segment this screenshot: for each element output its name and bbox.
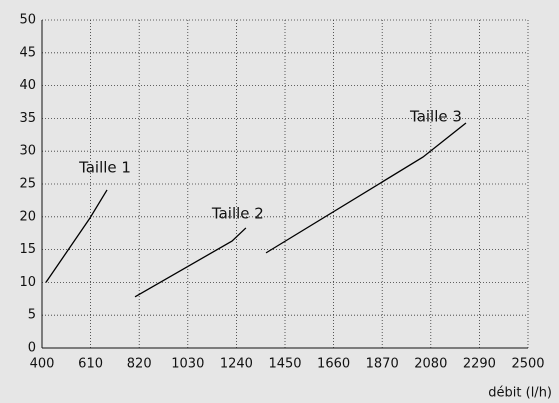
x-tick-label: 610 — [78, 357, 103, 372]
series-line — [134, 227, 247, 298]
x-tick-label: 1240 — [220, 357, 253, 372]
x-tick-label: 820 — [127, 357, 152, 372]
y-tick-label: 0 — [28, 341, 36, 356]
x-tick-label: 1870 — [366, 357, 399, 372]
x-tick-label: 1030 — [171, 357, 204, 372]
x-tick-label: 2080 — [414, 357, 447, 372]
y-tick-label: 15 — [19, 242, 36, 257]
y-tick-label: 10 — [19, 275, 36, 290]
series-label: Taille 1 — [78, 158, 131, 176]
x-tick-label: 1450 — [268, 357, 301, 372]
series-line — [45, 189, 108, 283]
x-tick-label: 1660 — [317, 357, 350, 372]
y-tick-label: 40 — [19, 78, 36, 93]
y-tick-label: 25 — [19, 177, 36, 192]
series-label: Taille 2 — [211, 204, 264, 222]
x-tick-label: 400 — [30, 357, 55, 372]
y-tick-label: 30 — [19, 144, 36, 159]
y-tick-label: 5 — [28, 308, 36, 323]
x-tick-label: 2290 — [463, 357, 496, 372]
y-tick-label: 45 — [19, 45, 36, 60]
x-tick-label: 2500 — [511, 357, 544, 372]
series-label: Taille 3 — [409, 107, 462, 125]
y-tick-label: 50 — [19, 13, 36, 28]
y-tick-label: 35 — [19, 111, 36, 126]
series-line — [265, 122, 467, 254]
x-axis-label: débit (l/h) — [488, 386, 552, 401]
y-tick-label: 20 — [19, 209, 36, 224]
